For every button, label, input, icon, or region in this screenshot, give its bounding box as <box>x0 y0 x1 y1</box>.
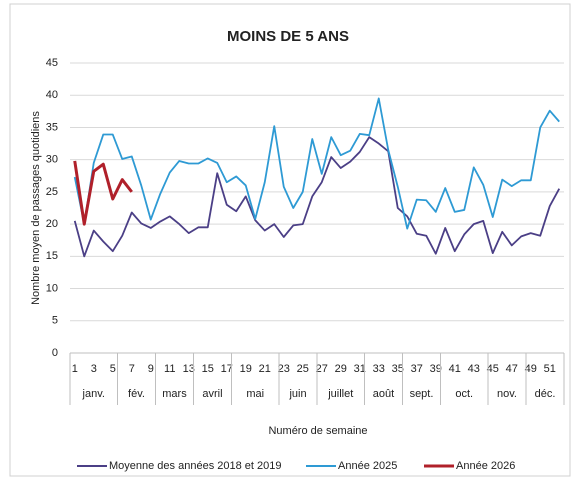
x-tick-label: 7 <box>129 363 135 375</box>
x-tick-label: 25 <box>297 363 309 375</box>
x-tick-label: 43 <box>468 363 480 375</box>
x-tick-label: 23 <box>278 363 290 375</box>
legend-label: Année 2026 <box>456 460 515 472</box>
y-tick-label: 10 <box>46 282 58 294</box>
month-label: sept. <box>410 388 434 400</box>
y-tick-label: 25 <box>46 186 58 198</box>
x-tick-label: 5 <box>110 363 116 375</box>
y-tick-label: 45 <box>46 57 58 69</box>
series-line <box>73 97 560 230</box>
month-label: janv. <box>82 388 105 400</box>
x-tick-label: 9 <box>148 363 154 375</box>
legend-label: Année 2025 <box>338 460 397 472</box>
series-line <box>73 136 561 258</box>
x-tick-label: 33 <box>373 363 385 375</box>
x-tick-label: 35 <box>392 363 404 375</box>
x-tick-label: 39 <box>430 363 442 375</box>
chart-title: MOINS DE 5 ANS <box>227 28 349 45</box>
x-tick-label: 47 <box>506 363 518 375</box>
x-tick-label: 13 <box>183 363 195 375</box>
x-tick-label: 15 <box>202 363 214 375</box>
series-line <box>73 160 133 226</box>
y-tick-label: 20 <box>46 218 58 230</box>
y-tick-label: 35 <box>46 121 58 133</box>
x-tick-label: 49 <box>525 363 537 375</box>
month-label: mars <box>162 388 187 400</box>
month-label: oct. <box>455 388 473 400</box>
x-tick-label: 51 <box>544 363 556 375</box>
chart-border <box>9 3 571 477</box>
x-tick-label: 19 <box>240 363 252 375</box>
y-tick-label: 0 <box>52 347 58 359</box>
x-tick-label: 37 <box>411 363 423 375</box>
month-label: nov. <box>497 388 517 400</box>
month-label: déc. <box>535 388 556 400</box>
y-tick-label: 40 <box>46 89 58 101</box>
x-tick-label: 27 <box>316 363 328 375</box>
x-axis-title: Numéro de semaine <box>268 425 367 437</box>
y-tick-label: 30 <box>46 154 58 166</box>
x-tick-label: 1 <box>72 363 78 375</box>
y-tick-label: 5 <box>52 315 58 327</box>
month-label: fév. <box>128 388 145 400</box>
month-label: juillet <box>327 388 353 400</box>
x-tick-label: 3 <box>91 363 97 375</box>
y-axis-title: Nombre moyen de passages quotidiens <box>30 111 42 305</box>
x-tick-label: 31 <box>354 363 366 375</box>
legend-label: Moyenne des années 2018 et 2019 <box>109 460 281 472</box>
x-tick-label: 29 <box>335 363 347 375</box>
x-tick-label: 17 <box>221 363 233 375</box>
month-label: avril <box>202 388 222 400</box>
month-label: juin <box>288 388 306 400</box>
x-tick-label: 45 <box>487 363 499 375</box>
x-tick-label: 11 <box>164 363 175 375</box>
x-tick-label: 41 <box>449 363 461 375</box>
month-label: mai <box>246 388 264 400</box>
x-tick-label: 21 <box>259 363 271 375</box>
month-label: août <box>373 388 394 400</box>
y-tick-label: 15 <box>46 250 58 262</box>
